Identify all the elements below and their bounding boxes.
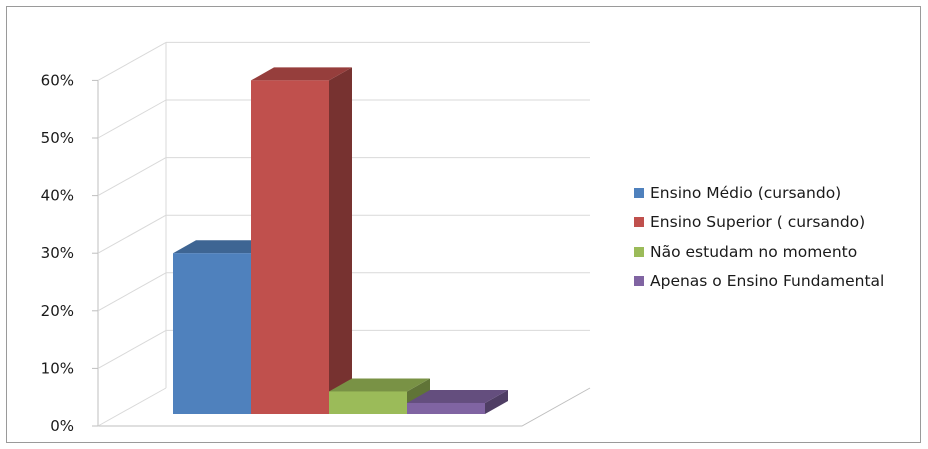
gridline-side: [97, 99, 167, 139]
gridline-side: [97, 272, 167, 312]
y-tick-label: 30%: [41, 244, 74, 262]
legend-swatch-ensino-medio: [634, 187, 644, 198]
bar-ensino-medio-top: [173, 240, 274, 254]
chart-wall-edge: [97, 387, 167, 427]
y-tick-label: 20%: [41, 302, 74, 320]
chart-floor: [98, 387, 591, 427]
bar-nao-estudam-top: [329, 378, 430, 392]
bar-ensino-superior-front: [251, 80, 329, 415]
legend-label-ensino-fundamental: Apenas o Ensino Fundamental: [650, 272, 885, 291]
bar-ensino-superior: [251, 67, 352, 415]
y-tick-label: 10%: [41, 359, 74, 377]
legend-label-ensino-superior: Ensino Superior ( cursando): [650, 213, 866, 232]
bar-nao-estudam: [329, 378, 430, 414]
bar-ensino-fundamental-top: [407, 389, 508, 403]
bar-ensino-fundamental: [407, 389, 508, 414]
legend-label-nao-estudam: Não estudam no momento: [650, 242, 858, 261]
chart-gridlines: [97, 41, 590, 369]
legend-swatch-ensino-fundamental: [634, 276, 644, 287]
legend-item-ensino-fundamental: Apenas o Ensino Fundamental: [634, 267, 884, 297]
bar-ensino-superior-side: [329, 67, 352, 415]
legend-swatch-nao-estudam: [634, 246, 644, 257]
bar-ensino-medio-front: [173, 253, 251, 414]
y-tick-label: 60%: [41, 71, 74, 89]
bar-ensino-fundamental-front: [407, 402, 485, 414]
legend-label-ensino-medio: Ensino Médio (cursando): [650, 183, 842, 202]
legend-item-ensino-superior: Ensino Superior ( cursando): [634, 208, 884, 238]
bar-nao-estudam-front: [329, 391, 407, 414]
y-tick-label: 40%: [41, 187, 74, 205]
chart-bars: [173, 67, 508, 415]
legend-item-nao-estudam: Não estudam no momento: [634, 237, 884, 267]
chart-frame: [6, 6, 921, 443]
legend-item-ensino-medio: Ensino Médio (cursando): [634, 178, 884, 208]
y-axis-ticks: 0% 10% 20% 30% 40% 50% 60%: [41, 71, 98, 435]
legend-swatch-ensino-superior: [634, 217, 644, 228]
gridline-side: [97, 329, 167, 369]
y-tick-label: 0%: [50, 417, 74, 435]
bar-ensino-superior-top: [251, 67, 352, 81]
gridline-side: [97, 157, 167, 197]
gridline-side: [97, 214, 167, 254]
gridline-side: [97, 41, 167, 81]
y-tick-label: 50%: [41, 129, 74, 147]
chart-legend: Ensino Médio (cursando) Ensino Superior …: [634, 178, 884, 296]
bar-ensino-fundamental-side: [485, 389, 508, 414]
